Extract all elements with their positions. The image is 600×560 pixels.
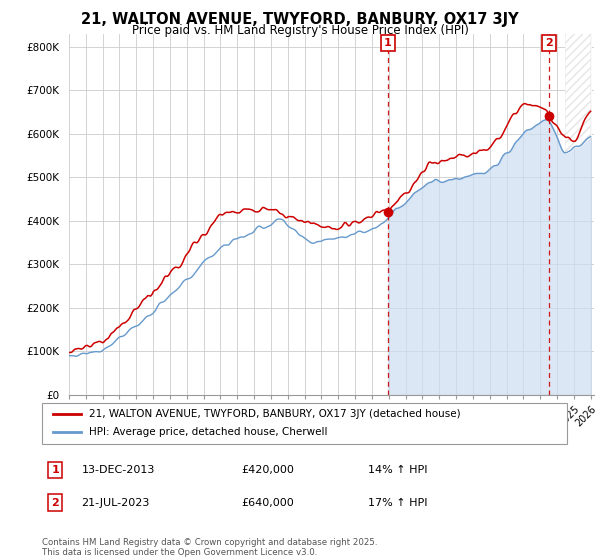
- Text: 1: 1: [51, 465, 59, 475]
- Text: 21, WALTON AVENUE, TWYFORD, BANBURY, OX17 3JY: 21, WALTON AVENUE, TWYFORD, BANBURY, OX1…: [81, 12, 519, 27]
- Text: Contains HM Land Registry data © Crown copyright and database right 2025.
This d: Contains HM Land Registry data © Crown c…: [42, 538, 377, 557]
- Text: 17% ↑ HPI: 17% ↑ HPI: [367, 498, 427, 507]
- Text: 2: 2: [545, 38, 553, 48]
- FancyBboxPatch shape: [42, 403, 567, 444]
- Text: HPI: Average price, detached house, Cherwell: HPI: Average price, detached house, Cher…: [89, 427, 328, 437]
- Text: 2: 2: [51, 498, 59, 507]
- Text: 21, WALTON AVENUE, TWYFORD, BANBURY, OX17 3JY (detached house): 21, WALTON AVENUE, TWYFORD, BANBURY, OX1…: [89, 409, 461, 419]
- Text: £640,000: £640,000: [241, 498, 294, 507]
- Text: 13-DEC-2013: 13-DEC-2013: [82, 465, 155, 475]
- Text: Price paid vs. HM Land Registry's House Price Index (HPI): Price paid vs. HM Land Registry's House …: [131, 24, 469, 37]
- Text: 21-JUL-2023: 21-JUL-2023: [82, 498, 150, 507]
- Text: 1: 1: [384, 38, 392, 48]
- Text: £420,000: £420,000: [241, 465, 295, 475]
- Text: 14% ↑ HPI: 14% ↑ HPI: [367, 465, 427, 475]
